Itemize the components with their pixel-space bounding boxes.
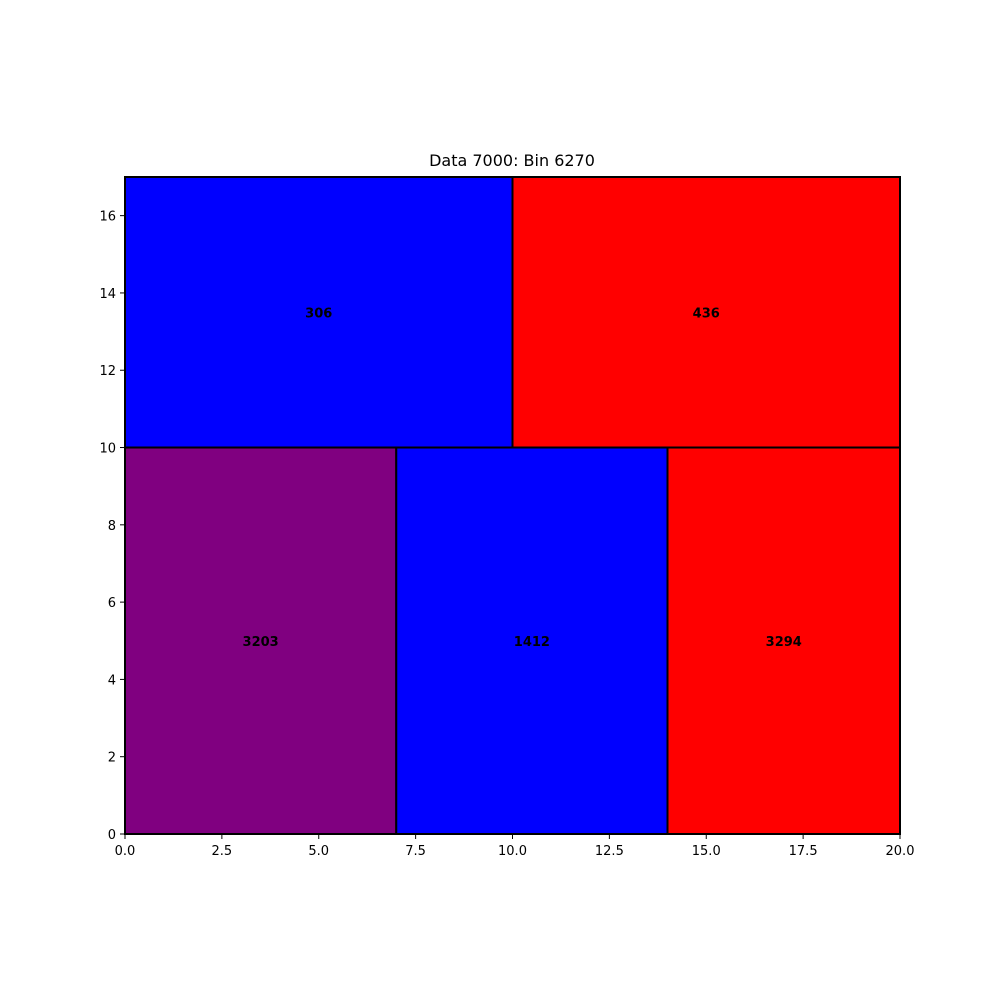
x-tick-label: 10.0 [498,844,527,859]
rect-label-1412: 1412 [514,635,550,650]
x-tick-label: 15.0 [692,844,721,859]
y-axis: 0 2 4 6 8 10 12 14 16 [99,210,125,843]
chart-title: Data 7000: Bin 6270 [429,151,595,170]
bin-rect-3294 [666,446,901,835]
y-tick-label: 6 [108,596,116,611]
bin-rect-436 [511,176,901,449]
y-tick-label: 16 [99,210,116,225]
y-tick-label: 14 [99,287,116,302]
y-tick-label: 2 [108,751,116,766]
x-tick-label: 5.0 [308,844,329,859]
x-axis: 0.0 2.5 5.0 7.5 10.0 12.5 15.0 17.5 20.0 [115,834,915,859]
x-tick-label: 2.5 [212,844,233,859]
rect-label-3294: 3294 [766,635,802,650]
bin-rect-306 [124,176,514,449]
y-tick-label: 4 [108,673,116,688]
x-tick-label: 12.5 [595,844,624,859]
plot-area: 306 436 3203 1412 3294 [124,176,901,835]
y-tick-label: 10 [99,442,116,457]
y-tick-label: 12 [99,364,116,379]
rect-label-436: 436 [693,306,720,321]
y-tick-label: 8 [108,519,116,534]
x-tick-label: 7.5 [405,844,426,859]
x-tick-label: 17.5 [789,844,818,859]
rect-label-3203: 3203 [243,635,279,650]
x-tick-label: 0.0 [115,844,136,859]
bin-rect-3203 [124,446,398,835]
bin-rect-1412 [395,446,669,835]
rect-label-306: 306 [305,306,332,321]
x-tick-label: 20.0 [886,844,915,859]
y-tick-label: 0 [108,828,116,843]
